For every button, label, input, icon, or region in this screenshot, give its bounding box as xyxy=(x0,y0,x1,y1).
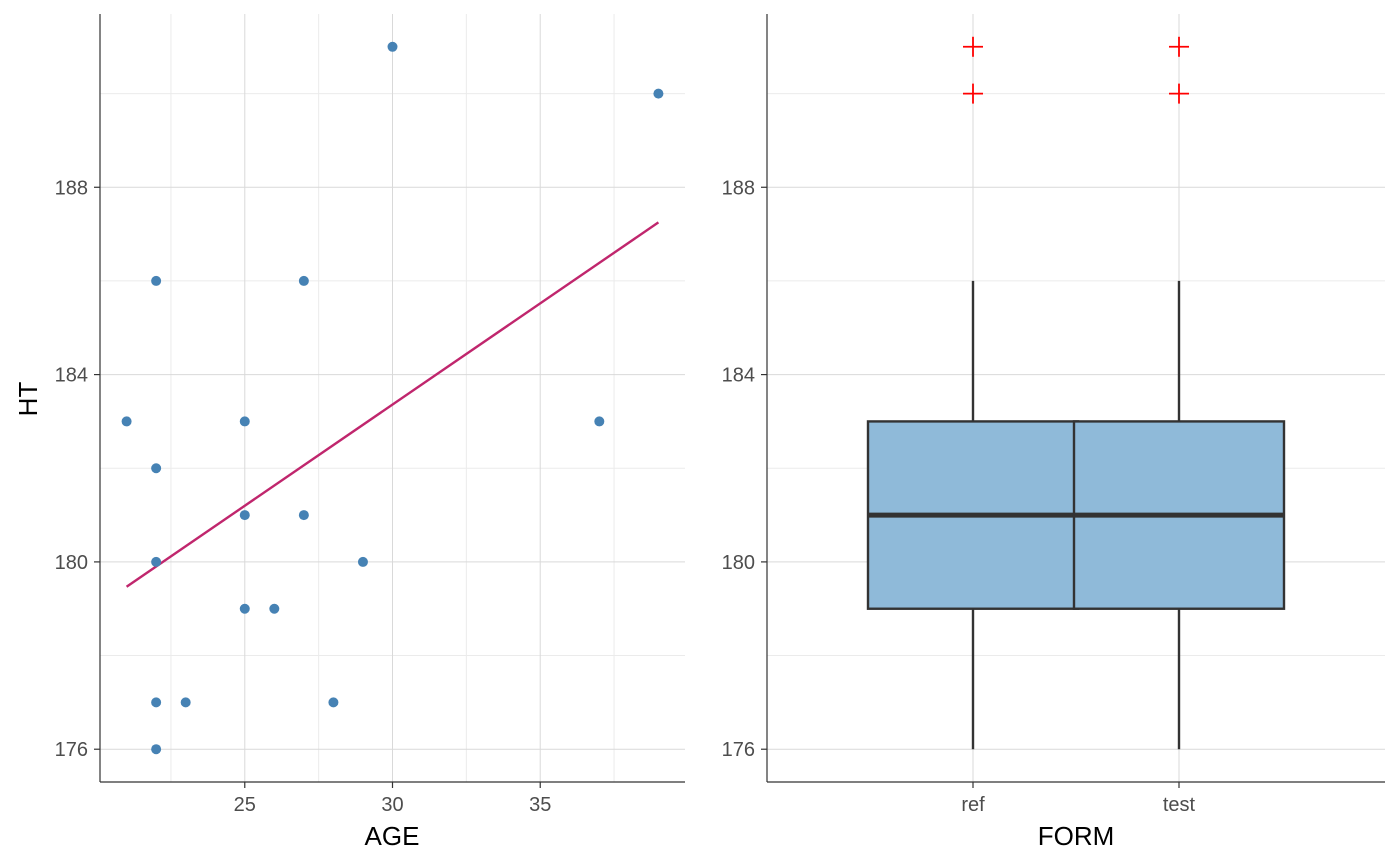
scatter-trend-line xyxy=(125,221,660,588)
boxplot-y-tick-label: 188 xyxy=(722,177,755,199)
scatter-point xyxy=(151,744,162,755)
scatter-point xyxy=(239,416,250,427)
scatter-point xyxy=(298,510,309,521)
scatter-y-tick-label: 188 xyxy=(55,177,88,199)
scatter-point xyxy=(151,556,162,567)
boxplot-x-axis-title: FORM xyxy=(1038,821,1115,851)
boxplot-y-tick-label: 184 xyxy=(722,365,755,387)
scatter-point xyxy=(151,697,162,708)
scatter-point xyxy=(357,556,368,567)
scatter-points xyxy=(121,41,664,755)
scatter-x-axis-title: AGE xyxy=(365,821,420,851)
scatter-point xyxy=(180,697,191,708)
boxplot-x-tick-label: ref xyxy=(961,794,985,816)
scatter-point xyxy=(239,603,250,614)
boxplot-y-tick-label: 180 xyxy=(722,552,755,574)
scatter-point xyxy=(653,88,664,99)
scatter-trend-line-group xyxy=(125,221,660,588)
boxplot-outlier xyxy=(963,83,983,104)
scatter-y-axis-title: HT xyxy=(13,382,43,417)
scatter-panel: 25 30 35 176 180 184 188 AGE HT xyxy=(13,14,685,851)
scatter-point xyxy=(151,463,162,474)
scatter-x-tick-label: 35 xyxy=(529,794,551,816)
scatter-y-tick-label: 180 xyxy=(55,552,88,574)
scatter-y-tick-label: 176 xyxy=(55,739,88,761)
boxplot-panel: 176 180 184 188 ref test FORM xyxy=(722,14,1385,851)
scatter-tick-labels: 25 30 35 176 180 184 188 xyxy=(55,177,552,816)
scatter-x-tick-label: 30 xyxy=(381,794,403,816)
scatter-point xyxy=(328,697,339,708)
boxplot-boxes xyxy=(866,36,1286,750)
scatter-point xyxy=(387,41,398,52)
scatter-axes xyxy=(94,14,685,788)
boxplot-outlier xyxy=(1169,83,1189,104)
boxplot-y-tick-label: 176 xyxy=(722,739,755,761)
scatter-point xyxy=(121,416,132,427)
scatter-point xyxy=(151,275,162,286)
boxplot-box-ref xyxy=(866,36,1080,750)
boxplot-tick-labels: 176 180 184 188 ref test xyxy=(722,177,1196,816)
scatter-point xyxy=(594,416,605,427)
scatter-point xyxy=(239,510,250,521)
boxplot-outlier xyxy=(1169,36,1189,57)
boxplot-axes xyxy=(761,14,1385,788)
scatter-gridlines xyxy=(100,14,685,782)
scatter-x-tick-label: 25 xyxy=(234,794,256,816)
boxplot-outlier xyxy=(963,36,983,57)
scatter-point xyxy=(269,603,280,614)
scatter-point xyxy=(298,275,309,286)
boxplot-box-test xyxy=(1072,36,1286,750)
scatter-y-tick-label: 184 xyxy=(55,365,88,387)
boxplot-x-tick-label: test xyxy=(1163,794,1196,816)
